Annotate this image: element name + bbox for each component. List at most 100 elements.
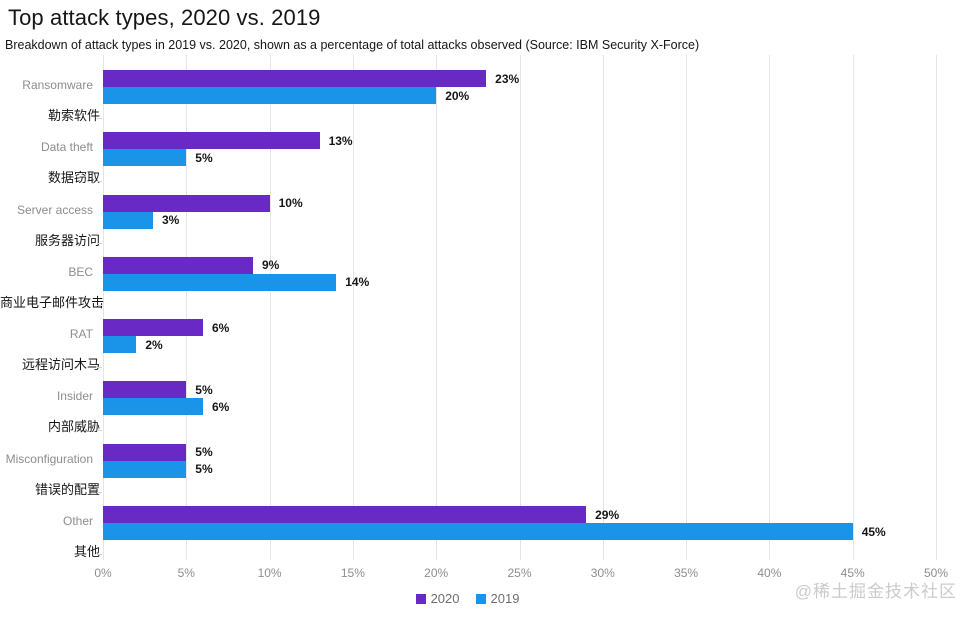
bar-value-label-2019: 2% <box>145 337 163 352</box>
bar-2019: 3% <box>103 211 179 229</box>
bar-pair: 5% 5% <box>103 443 936 478</box>
category-label-zh: 内部威胁 <box>47 419 100 435</box>
x-axis-tick-label: 35% <box>674 566 699 580</box>
gridline <box>519 55 521 560</box>
chart-row: Insider 内部威胁 5% 6% <box>48 373 936 435</box>
plot-area: Ransomware 勒索软件 23% 20% Data theft 数据窃取 … <box>0 55 937 560</box>
category-axis-tick <box>97 180 102 182</box>
bar-value-label-2020: 29% <box>595 507 620 522</box>
x-axis-tick-label: 15% <box>340 566 365 580</box>
category-axis-tick <box>97 429 102 431</box>
chart-row: RAT 远程访问木马 6% 2% <box>22 311 936 373</box>
gridline <box>436 55 438 560</box>
x-axis-tick-label: 0% <box>94 566 112 580</box>
bar-2020: 9% <box>103 256 279 274</box>
bar-value-label-2020: 9% <box>261 258 280 273</box>
bar-2019: 5% <box>103 149 213 167</box>
bar-2020: 29% <box>103 506 619 524</box>
gridline <box>686 55 688 560</box>
category-axis-tick <box>97 118 102 120</box>
bar-2019: 2% <box>103 336 163 354</box>
gridline <box>769 55 771 560</box>
chart-row: Misconfiguration 错误的配置 5% 5% <box>6 436 936 498</box>
category-label-en: Server access <box>16 202 93 217</box>
bar-value-label-2020: 13% <box>328 133 353 148</box>
x-axis-tick-label: 50% <box>923 566 949 580</box>
chart-row: Ransomware 勒索软件 23% 20% <box>22 62 936 124</box>
category-axis-tick <box>97 554 102 556</box>
category-axis-tick <box>97 242 102 244</box>
bar-value-label-2020: 5% <box>195 445 213 460</box>
category-axis-tick <box>97 492 102 494</box>
legend-swatch <box>475 593 486 604</box>
legend: 2020 2019 <box>0 591 935 606</box>
bar-pair: 29% 45% <box>103 506 936 541</box>
category-label-en: Data theft <box>40 140 93 155</box>
category-label-en: Other <box>62 514 93 529</box>
category-label-zh: 远程访问木马 <box>21 357 100 373</box>
category-label-zh: 服务器访问 <box>34 232 100 248</box>
bar-2020: 10% <box>103 194 303 212</box>
legend-item: 2020 <box>415 591 460 606</box>
legend-label: 2019 <box>490 591 520 606</box>
bar-value-label-2019: 20% <box>445 88 470 103</box>
chart-row: Other 其他 29% 45% <box>63 498 936 560</box>
chart-row: Server access 服务器访问 10% 3% <box>17 187 936 249</box>
bar-2019: 14% <box>103 273 369 291</box>
bar-value-label-2019: 6% <box>211 399 230 414</box>
chart-title: Top attack types, 2020 vs. 2019 <box>8 5 321 30</box>
bar-value-label-2020: 23% <box>495 71 520 86</box>
gridline <box>352 55 354 560</box>
gridline <box>936 55 937 560</box>
bar-value-label-2020: 5% <box>195 382 213 397</box>
bar-2020: 23% <box>103 70 519 87</box>
x-axis-tick-label: 5% <box>177 566 195 580</box>
category-label-zh: 错误的配置 <box>34 481 100 497</box>
bar-value-label-2019: 3% <box>161 213 180 228</box>
category-axis-tick <box>97 305 102 307</box>
bar-2019: 45% <box>103 523 886 541</box>
bar-pair: 5% 6% <box>103 381 936 416</box>
category-label-zh: 数据窃取 <box>47 170 100 186</box>
bar-value-label-2020: 6% <box>211 320 230 335</box>
category-label-en: Misconfiguration <box>5 451 93 466</box>
bar-2019: 6% <box>103 398 229 416</box>
bar-value-label-2019: 5% <box>195 462 213 477</box>
gridline <box>852 55 854 560</box>
gridline <box>269 55 271 560</box>
x-axis-tick-label: 45% <box>840 566 865 580</box>
bar-2019: 5% <box>103 460 213 478</box>
x-axis-tick-label: 20% <box>424 566 449 580</box>
legend-item: 2019 <box>475 591 520 606</box>
chart-subtitle: Breakdown of attack types in 2019 vs. 20… <box>5 38 700 52</box>
gridline <box>103 55 104 560</box>
x-axis-tick-label: 25% <box>507 566 532 580</box>
bar-2019: 20% <box>103 87 469 104</box>
gridline <box>602 55 604 560</box>
category-label-en: Insider <box>56 389 93 404</box>
x-axis-tick-label: 40% <box>757 566 782 580</box>
bar-pair: 23% 20% <box>103 70 936 104</box>
x-axis: 0% 5% 10% 15% 20% 25% 30% 35% 40% 45% 50% <box>94 566 948 582</box>
bar-pair: 13% 5% <box>103 132 936 167</box>
bar-value-label-2020: 10% <box>278 196 303 211</box>
legend-swatch <box>415 593 426 604</box>
bar-2020: 5% <box>103 381 213 399</box>
bar-pair: 6% 2% <box>103 319 936 354</box>
legend-label: 2020 <box>430 591 460 606</box>
bar-2020: 6% <box>103 319 229 337</box>
rows: Ransomware 勒索软件 23% 20% Data theft 数据窃取 … <box>0 62 936 560</box>
category-label-en: BEC <box>68 264 93 279</box>
x-axis-tick-label: 10% <box>257 566 282 580</box>
chart-row: Data theft 数据窃取 13% 5% <box>41 124 936 186</box>
category-label-zh: 勒索软件 <box>47 108 100 123</box>
category-label-zh: 商业电子邮件攻击 <box>0 294 105 310</box>
bar-value-label-2019: 14% <box>345 275 370 290</box>
bar-pair: 10% 3% <box>103 194 936 229</box>
chart-row: BEC 商业电子邮件攻击 9% 14% <box>0 249 936 311</box>
gridline <box>186 55 188 560</box>
bar-2020: 5% <box>103 443 213 461</box>
bar-value-label-2019: 45% <box>861 524 886 539</box>
bar-pair: 9% 14% <box>103 256 936 291</box>
